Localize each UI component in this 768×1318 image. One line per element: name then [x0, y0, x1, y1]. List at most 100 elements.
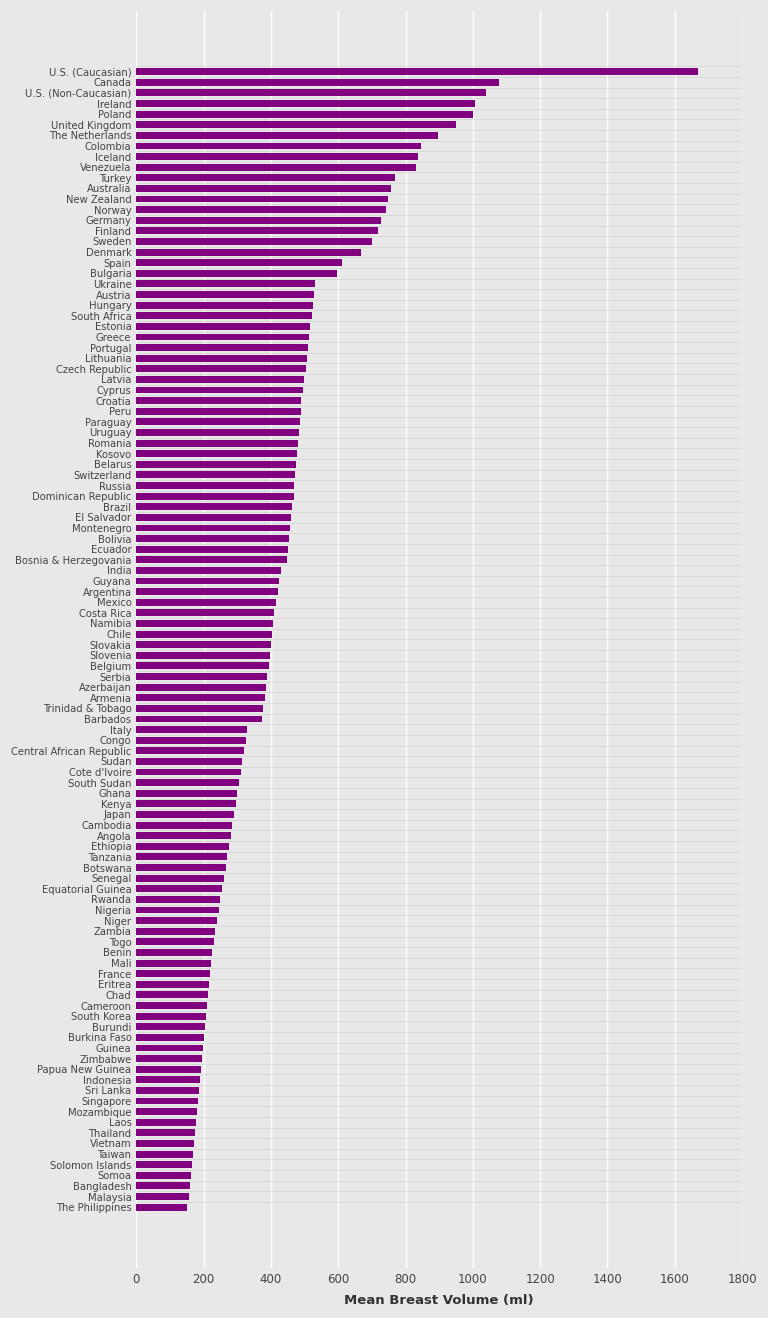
Bar: [137, 737, 246, 743]
Bar: [137, 886, 222, 892]
Bar: [137, 90, 486, 96]
Bar: [137, 609, 274, 617]
Bar: [137, 79, 499, 86]
Bar: [137, 535, 290, 542]
Bar: [137, 206, 386, 214]
Bar: [137, 376, 304, 382]
Bar: [137, 1151, 193, 1157]
Bar: [137, 514, 292, 521]
Bar: [137, 195, 388, 203]
Bar: [137, 1119, 196, 1126]
Bar: [137, 917, 217, 924]
Bar: [137, 472, 295, 478]
Bar: [137, 1161, 191, 1168]
Bar: [137, 907, 219, 913]
Bar: [137, 567, 281, 573]
Bar: [137, 249, 361, 256]
Bar: [137, 800, 236, 808]
Bar: [137, 844, 229, 850]
Bar: [137, 333, 309, 340]
Bar: [137, 854, 227, 861]
X-axis label: Mean Breast Volume (ml): Mean Breast Volume (ml): [344, 1294, 534, 1307]
Bar: [137, 1033, 204, 1041]
Bar: [137, 673, 267, 680]
Bar: [137, 716, 262, 722]
Bar: [137, 153, 419, 159]
Bar: [137, 397, 301, 405]
Bar: [137, 461, 296, 468]
Bar: [137, 440, 298, 447]
Bar: [137, 1056, 202, 1062]
Bar: [137, 174, 395, 182]
Bar: [137, 111, 473, 117]
Bar: [137, 652, 270, 659]
Bar: [137, 970, 210, 977]
Bar: [137, 386, 303, 394]
Bar: [137, 779, 239, 786]
Bar: [137, 938, 214, 945]
Bar: [137, 142, 421, 149]
Bar: [137, 588, 278, 596]
Bar: [137, 684, 266, 691]
Bar: [137, 239, 372, 245]
Bar: [137, 1012, 206, 1020]
Bar: [137, 503, 293, 510]
Bar: [137, 630, 273, 638]
Bar: [137, 1172, 190, 1178]
Bar: [137, 281, 315, 287]
Bar: [137, 821, 232, 829]
Bar: [137, 991, 208, 998]
Bar: [137, 493, 293, 500]
Bar: [137, 865, 226, 871]
Bar: [137, 896, 220, 903]
Bar: [137, 1002, 207, 1010]
Bar: [137, 981, 209, 987]
Bar: [137, 228, 378, 235]
Bar: [137, 663, 269, 670]
Bar: [137, 132, 438, 138]
Bar: [137, 291, 314, 298]
Bar: [137, 598, 276, 606]
Bar: [137, 100, 475, 107]
Bar: [137, 430, 299, 436]
Bar: [137, 407, 300, 415]
Bar: [137, 302, 313, 308]
Bar: [137, 1023, 205, 1031]
Bar: [137, 344, 308, 351]
Bar: [137, 642, 271, 648]
Bar: [137, 1108, 197, 1115]
Bar: [137, 121, 456, 128]
Bar: [137, 811, 234, 818]
Bar: [137, 185, 391, 192]
Bar: [137, 1140, 194, 1147]
Bar: [137, 768, 240, 775]
Bar: [137, 1130, 194, 1136]
Bar: [137, 789, 237, 796]
Bar: [137, 695, 264, 701]
Bar: [137, 1044, 203, 1052]
Bar: [137, 832, 230, 840]
Bar: [137, 323, 310, 330]
Bar: [137, 726, 247, 733]
Bar: [137, 355, 307, 361]
Bar: [137, 482, 294, 489]
Bar: [137, 451, 297, 457]
Bar: [137, 875, 223, 882]
Bar: [137, 1098, 197, 1104]
Bar: [137, 260, 342, 266]
Bar: [137, 525, 290, 531]
Bar: [137, 577, 280, 584]
Bar: [137, 69, 697, 75]
Bar: [137, 1066, 200, 1073]
Bar: [137, 949, 212, 956]
Bar: [137, 270, 337, 277]
Bar: [137, 365, 306, 372]
Bar: [137, 556, 287, 563]
Bar: [137, 1203, 187, 1210]
Bar: [137, 758, 243, 764]
Bar: [137, 1182, 190, 1189]
Bar: [137, 619, 273, 627]
Bar: [137, 1193, 188, 1199]
Bar: [137, 418, 300, 426]
Bar: [137, 960, 211, 966]
